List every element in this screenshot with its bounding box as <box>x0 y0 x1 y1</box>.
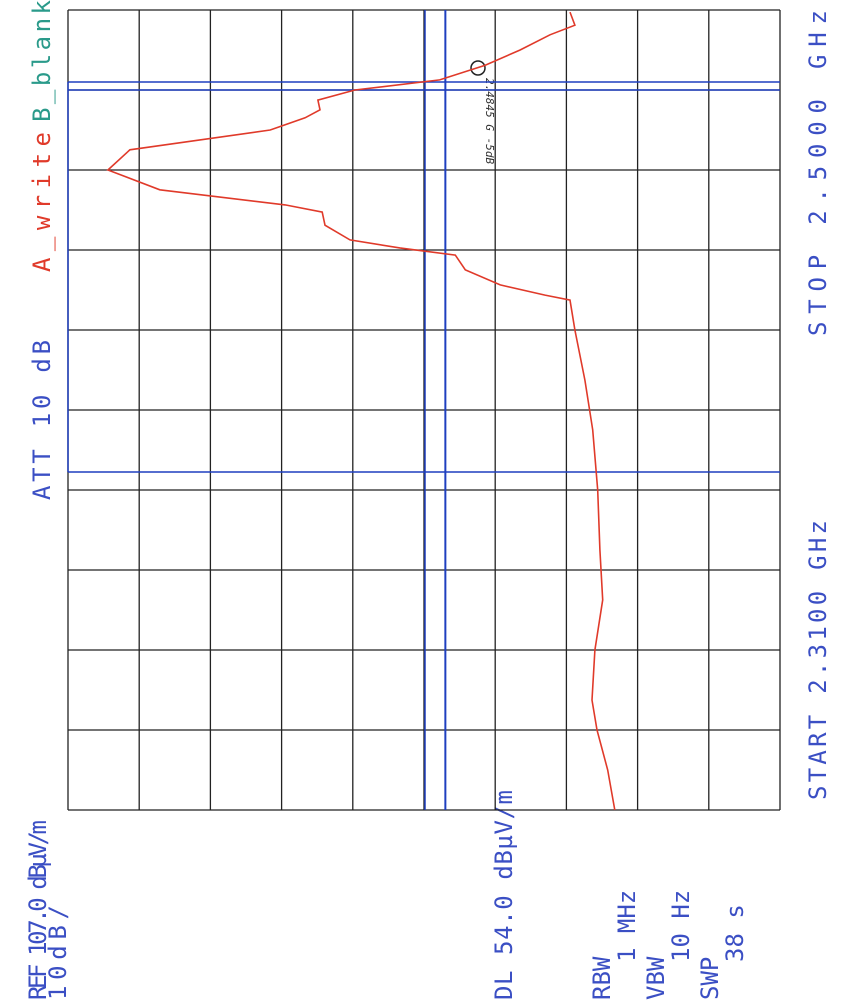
display-line-label: DL 54.0 dBµV/m <box>490 790 518 1000</box>
ref-label: REF 107.0 dBµV/m <box>24 820 52 1000</box>
scale-label: 10dB/ <box>44 905 72 1000</box>
trace-a-label: A_write <box>28 132 56 272</box>
stop-label: STOP 2.5000 GHz <box>804 10 832 336</box>
setting-label: VBW <box>642 956 670 1000</box>
att-label: ATT 10 dB <box>28 340 56 500</box>
setting-label: 38 s <box>721 904 749 962</box>
setting-label: 10 Hz <box>667 890 695 962</box>
trace-b-label: B_blank <box>28 0 56 122</box>
trace <box>106 11 616 811</box>
marker-note: 2.4845 G -5dB <box>483 78 496 164</box>
start-label: START 2.3100 GHz <box>804 520 832 800</box>
marker-circle <box>470 60 486 76</box>
setting-label: 1 MHz <box>613 890 641 962</box>
setting-label: SWP <box>696 957 724 1000</box>
setting-label: RBW <box>588 956 616 1000</box>
